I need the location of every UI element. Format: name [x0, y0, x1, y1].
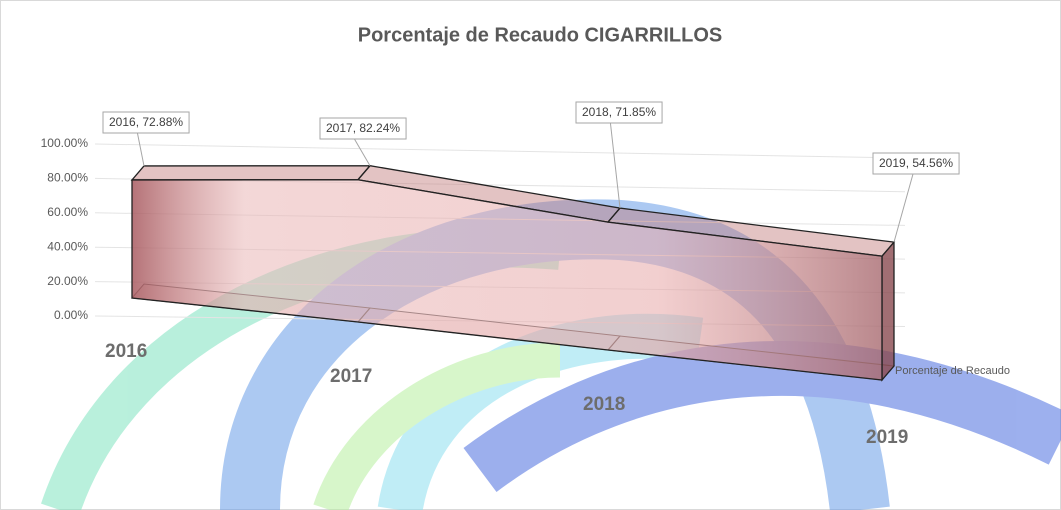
x-tick-label: 2017 [330, 366, 372, 387]
data-label: 2017, 82.24% [326, 121, 400, 135]
area-top-face [132, 166, 370, 180]
y-tick-label: 40.00% [47, 239, 88, 253]
data-label: 2016, 72.88% [109, 115, 183, 129]
y-tick-label: 80.00% [47, 171, 88, 185]
x-tick-label: 2016 [105, 341, 147, 362]
data-label: 2019, 54.56% [879, 156, 953, 170]
y-tick-label: 60.00% [47, 205, 88, 219]
area-end-face [882, 242, 894, 380]
series-label: Porcentaje de Recaudo [895, 365, 1010, 377]
data-label: 2018, 71.85% [582, 105, 656, 119]
y-tick-label: 0.00% [54, 308, 88, 322]
x-tick-label: 2018 [583, 394, 625, 415]
y-tick-label: 100.00% [41, 136, 89, 150]
chart: Porcentaje de Recaudo CIGARRILLOS 0.00% 2… [0, 0, 1061, 510]
page: {"chart_data": {"type": "area3d", "title… [0, 0, 1061, 510]
chart-title: Porcentaje de Recaudo CIGARRILLOS [358, 24, 723, 46]
x-tick-label: 2019 [866, 427, 908, 448]
y-tick-label: 20.00% [47, 274, 88, 288]
